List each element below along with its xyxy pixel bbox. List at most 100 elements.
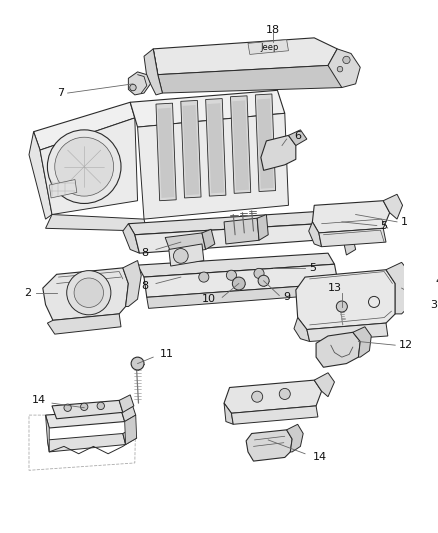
Polygon shape — [286, 424, 303, 452]
Polygon shape — [29, 132, 52, 219]
Polygon shape — [138, 114, 289, 219]
Polygon shape — [47, 314, 121, 334]
Polygon shape — [119, 395, 134, 413]
Circle shape — [64, 404, 71, 411]
Polygon shape — [208, 103, 224, 193]
Polygon shape — [125, 415, 137, 445]
Polygon shape — [183, 105, 199, 195]
Polygon shape — [156, 103, 176, 201]
Text: 8: 8 — [141, 248, 148, 258]
Polygon shape — [128, 210, 349, 235]
Circle shape — [336, 301, 347, 312]
Text: 14: 14 — [32, 395, 46, 406]
Polygon shape — [230, 96, 251, 193]
Circle shape — [130, 84, 136, 91]
Circle shape — [252, 391, 263, 402]
Polygon shape — [206, 99, 226, 196]
Circle shape — [226, 270, 237, 280]
Polygon shape — [232, 100, 249, 191]
Polygon shape — [34, 102, 135, 150]
Text: 2: 2 — [24, 288, 31, 298]
Polygon shape — [46, 415, 49, 452]
Circle shape — [81, 403, 88, 410]
Text: 9: 9 — [283, 292, 290, 302]
Text: 6: 6 — [294, 131, 301, 141]
Polygon shape — [224, 380, 321, 413]
Circle shape — [173, 248, 188, 263]
Polygon shape — [328, 49, 360, 87]
Polygon shape — [309, 222, 321, 247]
Polygon shape — [165, 233, 206, 255]
Polygon shape — [296, 270, 395, 329]
Circle shape — [97, 402, 104, 409]
Polygon shape — [123, 224, 139, 253]
Polygon shape — [158, 108, 174, 198]
Polygon shape — [294, 318, 310, 342]
Polygon shape — [257, 99, 274, 189]
Polygon shape — [257, 214, 268, 240]
Polygon shape — [40, 118, 138, 214]
Polygon shape — [224, 403, 233, 424]
Polygon shape — [316, 332, 360, 367]
Polygon shape — [312, 201, 390, 233]
Polygon shape — [246, 430, 292, 461]
Text: 4: 4 — [436, 276, 438, 286]
Polygon shape — [128, 72, 150, 95]
Polygon shape — [135, 222, 353, 253]
Polygon shape — [123, 261, 141, 306]
Circle shape — [343, 56, 350, 63]
Polygon shape — [49, 180, 77, 198]
Circle shape — [337, 67, 343, 72]
Circle shape — [199, 272, 209, 282]
Polygon shape — [158, 66, 342, 93]
Circle shape — [47, 130, 121, 204]
Polygon shape — [261, 135, 296, 171]
Polygon shape — [383, 194, 403, 219]
Circle shape — [279, 389, 290, 399]
Polygon shape — [138, 253, 335, 277]
Text: 18: 18 — [266, 25, 280, 35]
Polygon shape — [353, 327, 371, 357]
Text: 1: 1 — [401, 217, 408, 227]
Polygon shape — [43, 268, 128, 320]
Polygon shape — [147, 284, 340, 309]
Polygon shape — [307, 323, 388, 342]
Text: 7: 7 — [57, 88, 64, 98]
Polygon shape — [144, 49, 162, 95]
Polygon shape — [386, 262, 411, 314]
Circle shape — [254, 268, 264, 278]
Polygon shape — [130, 90, 285, 127]
Polygon shape — [153, 38, 337, 75]
Polygon shape — [123, 428, 137, 445]
Polygon shape — [202, 229, 215, 249]
Polygon shape — [52, 400, 123, 419]
Polygon shape — [153, 49, 162, 87]
Text: 11: 11 — [159, 349, 173, 359]
Text: 5: 5 — [310, 263, 317, 273]
Polygon shape — [144, 264, 338, 297]
Circle shape — [232, 277, 245, 290]
Text: 13: 13 — [328, 283, 342, 293]
Text: 10: 10 — [202, 294, 216, 304]
Polygon shape — [289, 130, 307, 146]
Circle shape — [258, 275, 269, 286]
Polygon shape — [255, 94, 276, 191]
Polygon shape — [420, 289, 432, 299]
Polygon shape — [224, 218, 259, 244]
Polygon shape — [231, 406, 318, 424]
Polygon shape — [169, 244, 204, 266]
Circle shape — [74, 278, 103, 308]
Polygon shape — [248, 39, 289, 54]
Polygon shape — [46, 409, 125, 428]
Polygon shape — [121, 404, 136, 422]
Polygon shape — [181, 100, 201, 198]
Text: 5: 5 — [381, 221, 388, 231]
Polygon shape — [46, 214, 147, 231]
Circle shape — [55, 137, 113, 196]
Polygon shape — [47, 433, 126, 452]
Polygon shape — [314, 373, 335, 397]
Text: 8: 8 — [141, 281, 148, 291]
Polygon shape — [340, 222, 356, 255]
Circle shape — [67, 271, 111, 315]
Text: 12: 12 — [399, 340, 413, 350]
